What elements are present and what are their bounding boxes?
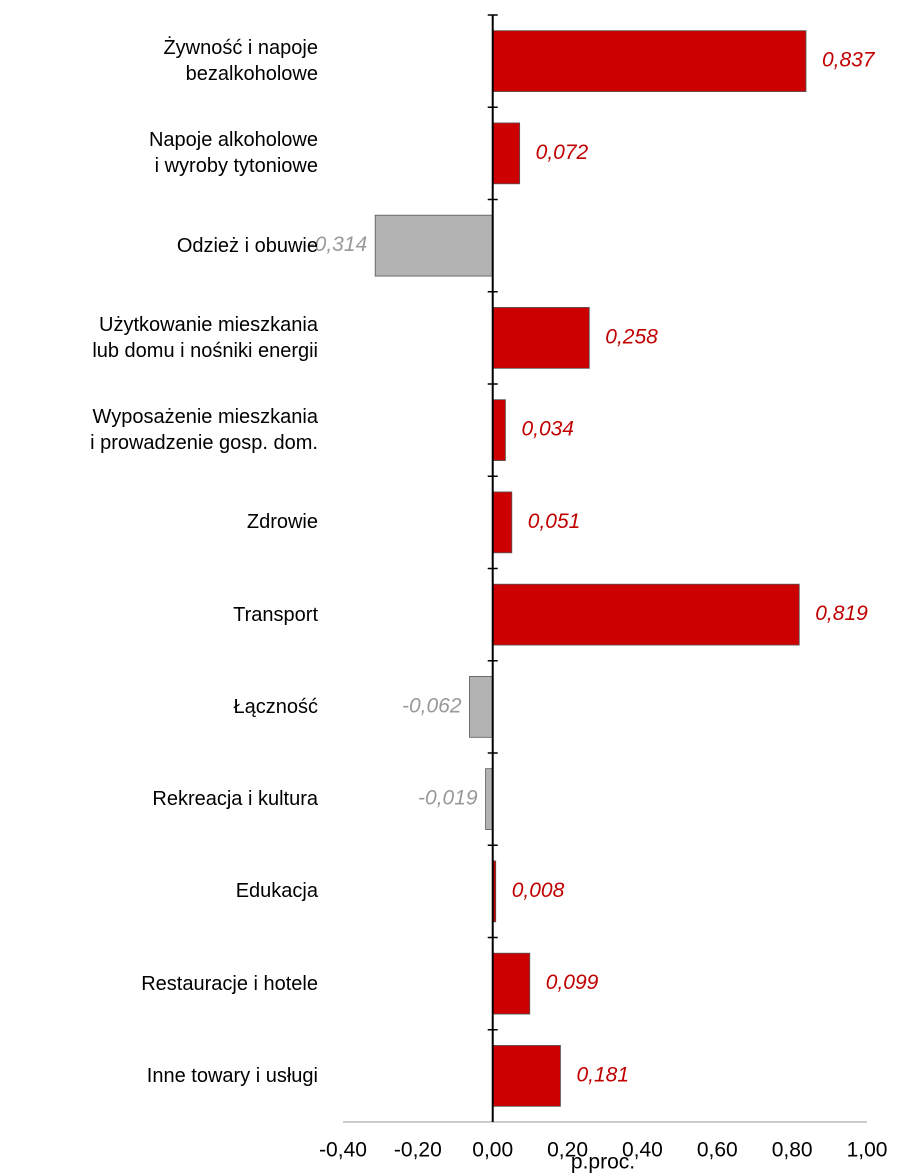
- value-label: 0,258: [605, 325, 658, 348]
- x-tick-label: 0,40: [622, 1139, 663, 1162]
- y-tick-label: Odzież i obuwie: [176, 234, 318, 257]
- bar: [492, 307, 590, 369]
- value-label: 0,181: [576, 1063, 629, 1086]
- bar: [469, 676, 494, 738]
- x-tick-label: 0,80: [772, 1139, 813, 1162]
- y-tick-label: Żywność i napoje bezalkoholowe: [163, 37, 318, 86]
- value-label: 0,099: [546, 971, 599, 994]
- x-tick-label: 0,00: [472, 1139, 513, 1162]
- x-tick-label: -0,40: [319, 1139, 367, 1162]
- value-label: 0,034: [521, 418, 574, 441]
- value-label: 0,072: [536, 141, 589, 164]
- x-axis-label: p.proc.: [571, 1151, 635, 1174]
- x-tick-label: 0,60: [697, 1139, 738, 1162]
- y-tick-label: Restauracje i hotele: [141, 972, 318, 995]
- value-label: 0,051: [528, 510, 581, 533]
- bar: [492, 1045, 561, 1107]
- value-label: 0,008: [512, 879, 565, 902]
- value-label: -0,062: [402, 694, 462, 717]
- bar: [492, 122, 521, 185]
- y-tick-label: Rekreacja i kultura: [152, 788, 318, 811]
- bar: [492, 399, 506, 461]
- bar: [374, 214, 494, 277]
- x-tick-label: 0,20: [547, 1139, 588, 1162]
- value-label: 0,837: [822, 49, 876, 72]
- y-tick-label: Napoje alkoholowe i wyroby tytoniowe: [148, 129, 318, 178]
- value-label: -0,019: [418, 787, 478, 810]
- value-label: -0,314: [308, 233, 368, 256]
- x-tick-label: -0,20: [394, 1139, 442, 1162]
- y-tick-label: Zdrowie: [246, 511, 318, 534]
- bar: [492, 30, 807, 92]
- value-label: 0,819: [815, 602, 868, 625]
- y-tick-label: Łączność: [233, 695, 319, 718]
- x-tick-label: 1,00: [847, 1139, 888, 1162]
- bar: [492, 952, 531, 1015]
- bar: [485, 768, 494, 830]
- y-tick-label: Transport: [233, 603, 318, 626]
- y-tick-label: Wyposażenie mieszkania i prowadzenie gos…: [90, 406, 318, 455]
- y-tick-label: Inne towary i usługi: [146, 1064, 318, 1087]
- y-tick-label: Użytkowanie mieszkania lub domu i nośnik…: [92, 313, 318, 362]
- y-tick-label: Edukacja: [235, 880, 318, 903]
- bar: [492, 491, 513, 554]
- bar: [492, 583, 800, 646]
